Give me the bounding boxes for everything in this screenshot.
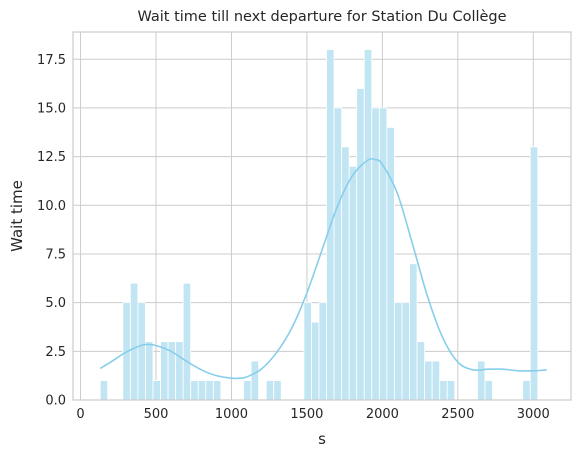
histogram-bar bbox=[484, 380, 493, 401]
y-tick-label: 7.5 bbox=[45, 247, 66, 262]
histogram-bar bbox=[160, 341, 169, 401]
kde-line bbox=[99, 157, 547, 380]
x-tick-label: 0 bbox=[76, 407, 84, 422]
histogram-bar bbox=[250, 360, 259, 401]
histogram-bar bbox=[273, 380, 282, 401]
tick-layer: 0 500 1000 1500 2000 2500 3000 0.0 2.5 5.0 7.5 10.0… bbox=[37, 53, 550, 422]
histogram-bar bbox=[182, 282, 192, 401]
x-tick-label: 2000 bbox=[366, 407, 399, 422]
kde-layer bbox=[99, 157, 547, 380]
histogram-bar bbox=[477, 360, 486, 401]
histogram-bar bbox=[363, 49, 373, 401]
histogram-bar bbox=[378, 107, 388, 401]
histogram-bar bbox=[348, 165, 358, 401]
histogram-bar bbox=[212, 380, 222, 401]
histogram-bar bbox=[394, 302, 403, 401]
histogram-bar bbox=[529, 146, 539, 401]
histogram-bar bbox=[190, 380, 199, 401]
y-tick-label: 17.5 bbox=[37, 53, 66, 68]
histogram-bar bbox=[145, 341, 154, 401]
histogram-bar bbox=[265, 380, 275, 401]
x-tick-label: 1000 bbox=[215, 407, 248, 422]
x-tick-label: 500 bbox=[144, 407, 169, 422]
chart-title: Wait time till next departure for Statio… bbox=[137, 9, 506, 25]
y-tick-label: 2.5 bbox=[45, 345, 66, 360]
histogram-bar bbox=[197, 380, 207, 401]
histogram-bar bbox=[303, 302, 312, 401]
histogram-bar bbox=[431, 360, 441, 401]
histogram-bar bbox=[243, 380, 252, 401]
x-tick-label: 2500 bbox=[441, 407, 474, 422]
histogram-bar bbox=[446, 380, 456, 401]
histogram-bar bbox=[99, 380, 109, 401]
histogram-bar bbox=[386, 127, 395, 401]
histogram-bar bbox=[401, 302, 410, 401]
y-tick-label: 15.0 bbox=[37, 101, 66, 116]
histogram-bar bbox=[439, 380, 448, 401]
histogram-bar bbox=[356, 88, 365, 401]
x-tick-label: 1500 bbox=[290, 407, 323, 422]
histogram-bar bbox=[522, 380, 531, 401]
histogram-bar bbox=[137, 302, 146, 401]
histogram-bar bbox=[318, 302, 327, 401]
histogram-bar bbox=[129, 282, 139, 401]
histogram-bar bbox=[416, 341, 425, 401]
x-tick-label: 3000 bbox=[517, 407, 550, 422]
histogram-bar bbox=[409, 263, 418, 401]
histogram-bar bbox=[424, 360, 433, 401]
y-axis-title: Wait time bbox=[8, 180, 26, 252]
y-tick-label: 12.5 bbox=[37, 150, 66, 165]
y-tick-label: 5.0 bbox=[45, 296, 66, 311]
frame-layer bbox=[72, 31, 572, 401]
histogram-bar bbox=[371, 107, 380, 401]
plot-frame bbox=[72, 31, 572, 401]
histogram-bar bbox=[333, 107, 342, 401]
histogram-bar bbox=[152, 380, 161, 401]
x-axis-title: s bbox=[318, 430, 326, 448]
histogram-bar bbox=[311, 321, 320, 401]
bars-layer bbox=[99, 49, 539, 401]
y-tick-label: 10.0 bbox=[37, 199, 66, 214]
y-tick-label: 0.0 bbox=[45, 394, 66, 409]
histogram-bar bbox=[175, 341, 184, 401]
histogram-bar bbox=[205, 380, 214, 401]
